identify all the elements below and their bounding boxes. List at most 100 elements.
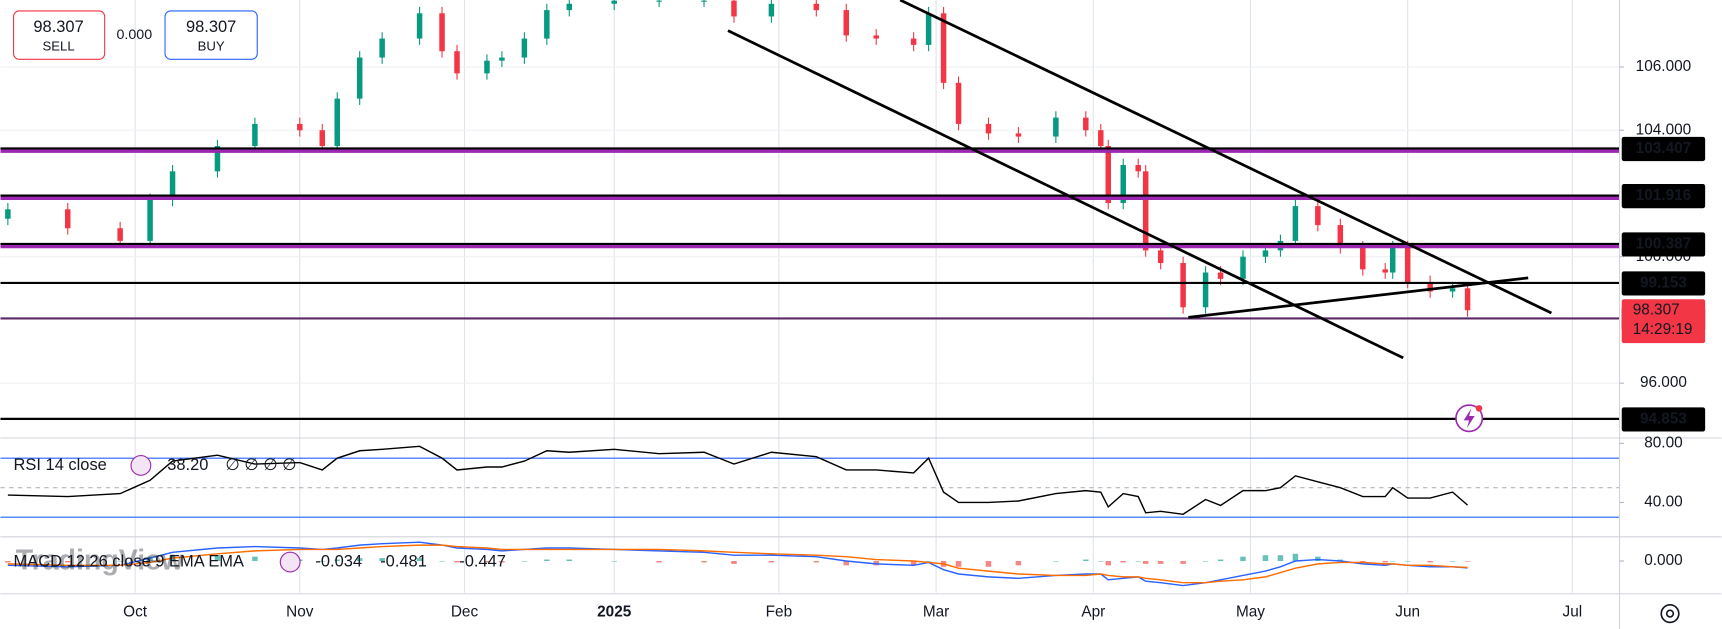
macd-hist-bar <box>379 558 385 561</box>
settings-icon[interactable] <box>1660 604 1680 624</box>
macd-hist-bar <box>1315 556 1321 561</box>
macd-hist-bar <box>1404 560 1411 562</box>
macd-hist-bar <box>499 560 505 563</box>
macd-hist-bar <box>1135 560 1141 562</box>
macd-hist-bar <box>1262 555 1269 561</box>
x-tick-label: Nov <box>286 604 314 621</box>
macd-hist-bar <box>334 559 340 561</box>
level-label: 100.387 <box>1636 236 1692 253</box>
y-tick-label: 80.00 <box>1644 434 1682 451</box>
sell-button[interactable] <box>13 10 106 60</box>
candle-body <box>1464 288 1471 311</box>
buy-button[interactable] <box>164 10 258 60</box>
candle-body <box>1360 247 1366 270</box>
level-label: 101.916 <box>1636 187 1692 204</box>
macd-signal-value: -0.447 <box>459 552 506 570</box>
indicator-icon[interactable] <box>279 551 301 573</box>
candle-body <box>925 13 932 45</box>
candle-body <box>484 60 490 74</box>
candle-body <box>566 3 573 11</box>
macd-hist-bar <box>955 560 962 567</box>
macd-hist-bar <box>1180 560 1186 564</box>
macd-line <box>7 544 1468 584</box>
candle-body <box>356 57 363 99</box>
rsi-extra: ∅ ∅ ∅ ∅ <box>225 456 296 474</box>
candle-body <box>439 13 445 52</box>
candle-body <box>1240 256 1246 279</box>
candle-body <box>1404 247 1411 282</box>
level-label-box <box>1621 271 1706 296</box>
indicator-icon[interactable] <box>130 455 152 476</box>
macd-hist-bar <box>65 560 71 563</box>
candle-body <box>910 38 917 45</box>
macd-hist-bar <box>1464 560 1471 562</box>
macd-hist-bar <box>1120 560 1126 563</box>
macd-hist-bar <box>319 560 326 562</box>
rsi-pane <box>0 445 1620 518</box>
macd-hist-bar <box>1083 559 1089 561</box>
candle-body <box>1083 117 1089 131</box>
candle-body <box>117 228 123 241</box>
y-tick-label: 0.000 <box>1644 552 1682 569</box>
watermark: TradingView <box>16 545 184 577</box>
candle-body <box>731 0 737 17</box>
candle-body <box>1180 263 1186 308</box>
alert-icon[interactable] <box>1455 404 1484 433</box>
macd-hist-bar <box>214 555 221 561</box>
candle-body <box>1427 281 1433 292</box>
macd-hist-bar <box>416 558 423 561</box>
candle-body <box>319 130 326 147</box>
macd-hist-bar <box>1277 555 1284 561</box>
y-tick-label: 106.000 <box>1636 58 1692 75</box>
x-tick-label: Feb <box>766 604 792 621</box>
candle-body <box>297 123 303 131</box>
macd-hist-bar <box>5 560 11 563</box>
candle-body <box>873 35 879 39</box>
x-tick-label: Oct <box>123 604 148 621</box>
y-tick-label: 104.000 <box>1636 121 1692 138</box>
x-tick-label: Dec <box>451 604 479 621</box>
settings-core <box>1665 609 1675 618</box>
macd-hist-bar <box>1427 560 1433 563</box>
macd-hist-bar <box>1217 559 1224 561</box>
level-label-box <box>1621 136 1706 162</box>
candle-body <box>454 51 460 74</box>
candle-body <box>1142 171 1149 251</box>
candle-body <box>1157 250 1164 264</box>
candle-body <box>1202 272 1209 308</box>
macd-hist-bar <box>1449 560 1456 562</box>
candle-body <box>1449 288 1456 292</box>
price-pane <box>0 0 1620 420</box>
trend-line <box>727 29 1404 360</box>
macd-hist-bar <box>1337 559 1344 561</box>
candle-body <box>1315 206 1321 226</box>
grid-layer <box>0 0 1620 593</box>
macd-hist-bar <box>1053 560 1059 562</box>
settings-ring[interactable] <box>1660 604 1680 624</box>
macd-hist-bar <box>1240 556 1246 561</box>
candle-body <box>5 209 11 219</box>
macd-hist-bar <box>566 559 573 561</box>
macd-hist-bar <box>521 560 528 562</box>
macd-hist-bar <box>731 560 737 564</box>
candle-body <box>544 10 550 39</box>
macd-hist-bar <box>484 560 490 563</box>
countdown: 14:29:19 <box>1633 321 1693 338</box>
macd-value: -0.481 <box>380 552 427 570</box>
macd-hist-bar <box>1202 560 1209 562</box>
candle-body <box>499 57 505 61</box>
level-label: 99.153 <box>1640 275 1687 292</box>
candle-body <box>1389 247 1396 273</box>
rsi-title: RSI 14 close <box>14 456 107 474</box>
y-tick-label: 40.00 <box>1644 494 1682 511</box>
macd-hist-bar <box>439 560 445 562</box>
legends: RSI 14 close 38.20 ∅ ∅ ∅ ∅ MACD 12 26 cl… <box>14 455 506 573</box>
candle-body <box>1015 133 1022 137</box>
trend-line <box>1188 276 1529 319</box>
macd-hist-bar <box>910 560 917 566</box>
candle-body <box>985 123 992 134</box>
macd-title: MACD 12 26 close 9 EMA EMA <box>14 552 244 570</box>
candle-body <box>252 123 258 147</box>
